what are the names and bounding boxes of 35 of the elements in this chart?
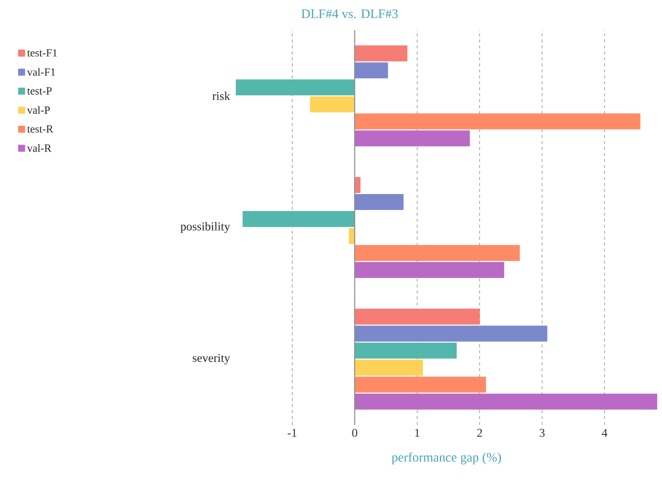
bar — [354, 360, 423, 376]
bar — [348, 228, 355, 244]
bar — [236, 79, 355, 96]
y-tick-label: risk — [212, 92, 230, 100]
legend-label: val-R — [27, 144, 52, 152]
legend-label: test-P — [27, 87, 52, 95]
bar — [354, 394, 658, 410]
legend-label: test-F1 — [27, 49, 57, 57]
bar — [354, 376, 486, 393]
legend-label: val-F1 — [27, 68, 56, 76]
x-tick-label: 1 — [415, 428, 420, 437]
bar — [354, 113, 640, 130]
bar — [310, 96, 355, 112]
bar — [354, 194, 404, 210]
chart-title: DLF#4 vs. DLF#3 — [301, 9, 398, 18]
y-tick-label: severity — [192, 354, 230, 364]
bar — [354, 245, 520, 261]
bar — [354, 342, 457, 359]
legend-label: test-R — [27, 125, 54, 133]
bar — [354, 177, 360, 193]
bar — [354, 308, 480, 325]
x-tick-label: 4 — [602, 428, 608, 437]
x-axis-title: performance gap (%) — [392, 452, 501, 464]
bar — [354, 130, 470, 146]
x-tick-label: 3 — [540, 428, 545, 437]
bar — [354, 62, 388, 78]
x-tick-label: 0 — [352, 428, 358, 437]
y-tick-label: possibility — [180, 222, 230, 233]
legend-label: val-P — [27, 106, 50, 114]
bar — [354, 326, 548, 342]
bar — [242, 211, 355, 227]
x-tick-label: 2 — [477, 428, 482, 437]
x-tick-label: -1 — [288, 428, 296, 437]
bar — [354, 45, 408, 62]
bar — [354, 262, 504, 278]
